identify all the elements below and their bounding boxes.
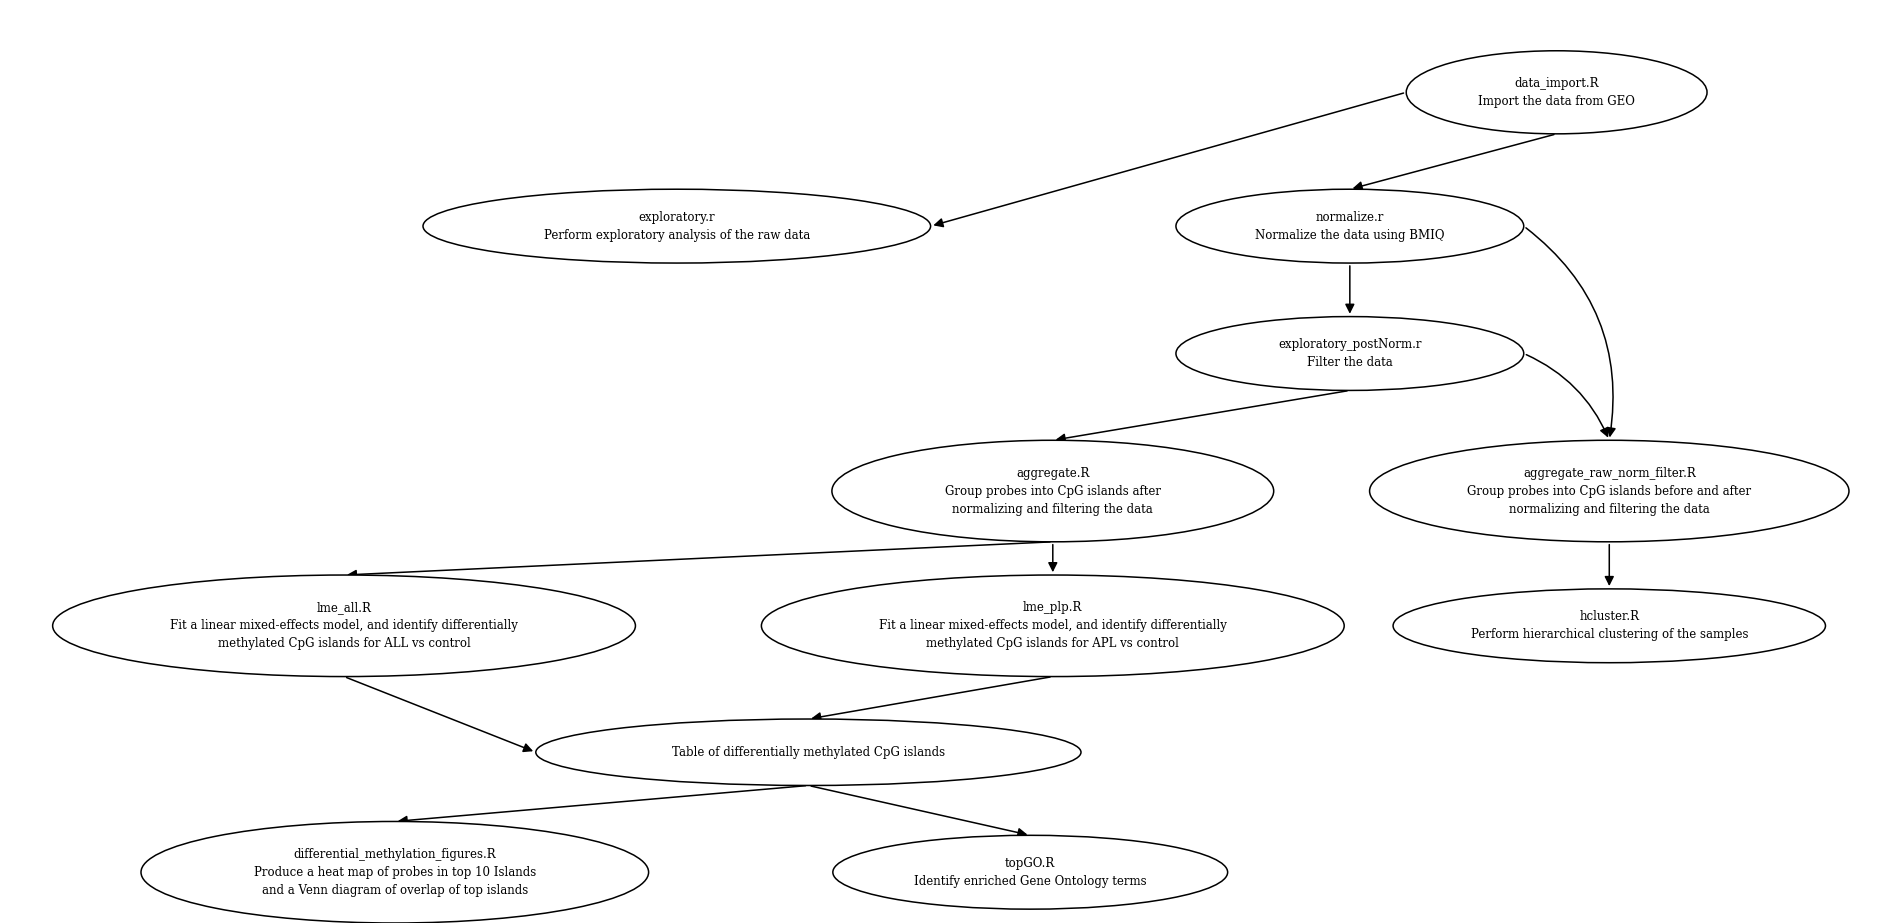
Text: differential_methylation_figures.R
Produce a heat map of probes in top 10 Island: differential_methylation_figures.R Produ… bbox=[254, 847, 536, 897]
Ellipse shape bbox=[1369, 440, 1850, 542]
Ellipse shape bbox=[761, 575, 1344, 677]
Text: topGO.R
Identify enriched Gene Ontology terms: topGO.R Identify enriched Gene Ontology … bbox=[914, 857, 1147, 888]
Text: exploratory_postNorm.r
Filter the data: exploratory_postNorm.r Filter the data bbox=[1278, 338, 1421, 369]
Text: normalize.r
Normalize the data using BMIQ: normalize.r Normalize the data using BMI… bbox=[1256, 210, 1444, 242]
Text: exploratory.r
Perform exploratory analysis of the raw data: exploratory.r Perform exploratory analys… bbox=[543, 210, 810, 242]
Ellipse shape bbox=[1406, 51, 1707, 134]
Text: lme_plp.R
Fit a linear mixed-effects model, and identify differentially
methylat: lme_plp.R Fit a linear mixed-effects mod… bbox=[878, 601, 1228, 651]
Text: aggregate_raw_norm_filter.R
Group probes into CpG islands before and after
norma: aggregate_raw_norm_filter.R Group probes… bbox=[1466, 466, 1752, 516]
Ellipse shape bbox=[1175, 189, 1523, 263]
Text: data_import.R
Import the data from GEO: data_import.R Import the data from GEO bbox=[1478, 77, 1636, 108]
Text: hcluster.R
Perform hierarchical clustering of the samples: hcluster.R Perform hierarchical clusteri… bbox=[1470, 610, 1748, 641]
Ellipse shape bbox=[536, 719, 1081, 785]
Ellipse shape bbox=[53, 575, 635, 677]
Ellipse shape bbox=[423, 189, 931, 263]
Ellipse shape bbox=[141, 821, 649, 923]
Text: Table of differentially methylated CpG islands: Table of differentially methylated CpG i… bbox=[671, 746, 946, 759]
Text: lme_all.R
Fit a linear mixed-effects model, and identify differentially
methylat: lme_all.R Fit a linear mixed-effects mod… bbox=[169, 601, 519, 651]
Text: aggregate.R
Group probes into CpG islands after
normalizing and filtering the da: aggregate.R Group probes into CpG island… bbox=[946, 466, 1160, 516]
Ellipse shape bbox=[1393, 589, 1825, 663]
Ellipse shape bbox=[1175, 317, 1523, 390]
Ellipse shape bbox=[833, 440, 1275, 542]
Ellipse shape bbox=[833, 835, 1228, 909]
